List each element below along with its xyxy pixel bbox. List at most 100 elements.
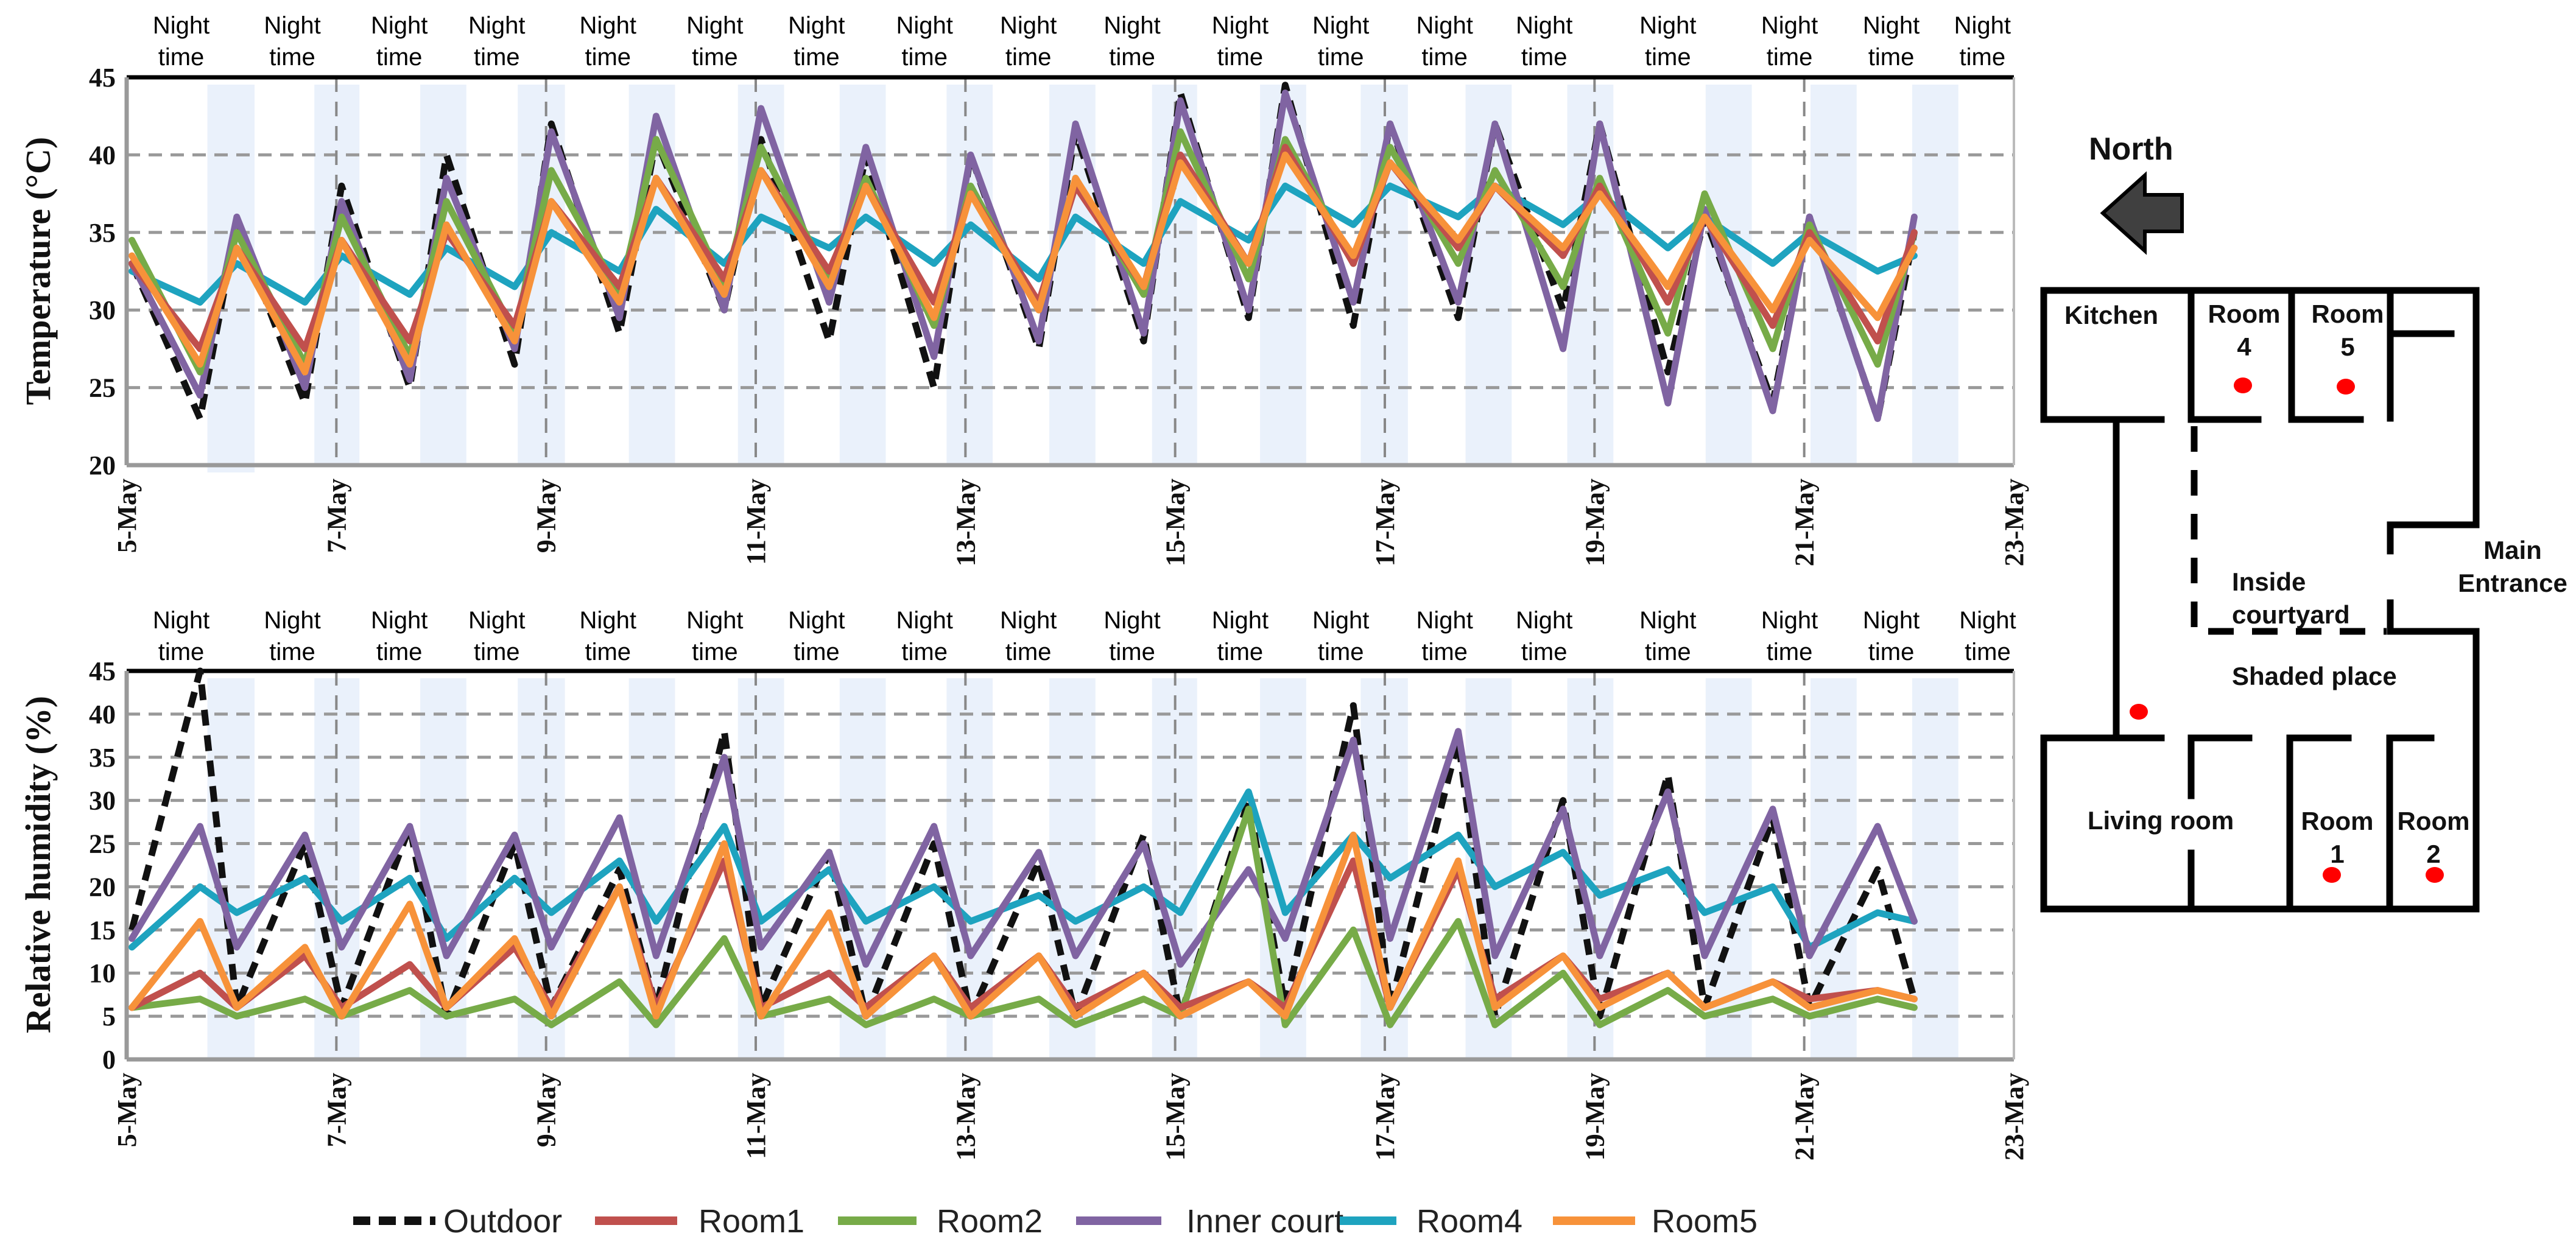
night-time-label: Night time: [788, 607, 845, 665]
x-tick-label: 21-May: [1790, 479, 1820, 566]
legend-label: Room4: [1416, 1203, 1522, 1240]
y-tick-label: 40: [89, 140, 116, 170]
series-line-room5: [128, 831, 1918, 1020]
legend-label: Room2: [937, 1203, 1043, 1240]
series-line-outdoor: [128, 82, 1918, 423]
x-tick-label: 13-May: [951, 479, 980, 566]
x-tick-label: 17-May: [1370, 1073, 1400, 1160]
humidity-chart: 0 5 10 15 20 25 30 35 40 45 5-May 7-May 9-May 11-May 1…: [18, 607, 2029, 1160]
legend-item-room5: Room5: [1553, 1203, 1758, 1240]
inside-courtyard-label-2: courtyard: [2232, 600, 2350, 629]
night-time-label: Night time: [1212, 12, 1269, 71]
night-time-label: Night time: [1312, 12, 1369, 71]
night-time-label: Night time: [1416, 607, 1473, 665]
night-time-label: Night time: [153, 12, 209, 71]
y-tick-label: 25: [89, 373, 116, 403]
y-tick-label: 30: [89, 786, 116, 816]
legend: Outdoor Room1 Room2 Inner court Room4 Room5: [353, 1203, 1758, 1240]
legend-item-inner-court: Inner court: [1076, 1203, 1343, 1240]
night-time-label: Night time: [1863, 12, 1920, 71]
room1-label: Room: [2301, 807, 2374, 835]
night-time-label: Night time: [264, 12, 320, 71]
night-time-label: Night time: [1863, 607, 1920, 665]
series-line-inner-court: [128, 728, 1918, 968]
x-tick-label: 19-May: [1580, 1073, 1610, 1160]
north-label: North: [2089, 132, 2173, 167]
sensor-room4: [2234, 377, 2252, 393]
y-tick-label: 5: [102, 1002, 116, 1031]
night-time-label: Night time: [1312, 607, 1369, 665]
y-axis-title: Relative humidity (%): [18, 696, 58, 1033]
night-time-label: Night time: [686, 607, 743, 665]
legend-item-room1: Room1: [595, 1203, 804, 1240]
night-time-label: Night time: [468, 607, 525, 665]
x-tick-label: 7-May: [322, 1073, 351, 1147]
night-time-label: Night time: [1761, 607, 1818, 665]
series-line-room5: [128, 151, 1918, 376]
x-tick-label: 21-May: [1790, 1073, 1820, 1160]
night-time-label: Night time: [788, 12, 845, 71]
night-time-label: Night time: [1103, 607, 1160, 665]
night-time-label: Night time: [1761, 12, 1818, 71]
legend-item-room2: Room2: [838, 1203, 1043, 1240]
temperature-chart: 20 25 30 35 40 45 5-May 7-May 9-May 11-May 13-May 1…: [18, 12, 2029, 566]
floor-plan: North Kitchen Room 4 Room 5 Main Entranc…: [2040, 132, 2567, 913]
night-band: [1912, 85, 1958, 465]
room4-number: 4: [2237, 332, 2251, 361]
room5-number: 5: [2340, 332, 2354, 361]
north-arrow-icon: [2100, 171, 2184, 255]
series-line-room2: [128, 806, 1918, 1028]
night-time-label: Night time: [896, 607, 952, 665]
x-tick-label: 9-May: [532, 479, 561, 553]
kitchen-label: Kitchen: [2064, 301, 2158, 329]
x-tick-label: 15-May: [1161, 479, 1191, 566]
night-time-label: Night time: [1212, 607, 1269, 665]
night-band: [839, 85, 886, 465]
x-tick-label: 11-May: [741, 1073, 771, 1159]
sensor-markers: [2130, 377, 2444, 883]
x-tick-label: 15-May: [1161, 1073, 1191, 1160]
legend-label: Outdoor: [443, 1203, 562, 1240]
y-tick-label: 10: [89, 958, 116, 988]
night-time-label: Night time: [1516, 607, 1572, 665]
x-tick-label: 9-May: [532, 1073, 561, 1147]
legend-label: Room5: [1652, 1203, 1758, 1240]
night-time-label: Night time: [1000, 607, 1057, 665]
x-tick-label: 13-May: [951, 1073, 980, 1160]
series-line-room2: [128, 128, 1918, 376]
night-time-label: Night time: [1516, 12, 1572, 71]
night-time-label: Night time: [153, 607, 209, 665]
night-time-label: Night time: [1103, 12, 1160, 71]
main-entrance-label-2: Entrance: [2458, 569, 2567, 597]
y-tick-label: 20: [89, 872, 116, 902]
sensor-room2: [2426, 867, 2444, 883]
night-time-label: Night time: [580, 12, 636, 71]
main-entrance-label: Main: [2483, 536, 2542, 564]
night-band: [207, 85, 255, 472]
room2-number: 2: [2426, 840, 2440, 868]
series-line-outdoor: [128, 667, 1918, 1020]
night-time-label: Night time: [371, 12, 428, 71]
x-tick-label: 7-May: [322, 479, 351, 553]
night-time-label: Night time: [580, 607, 636, 665]
x-tick-label: 5-May: [112, 1073, 142, 1147]
night-time-label: Night time: [686, 12, 743, 71]
room2-label: Room: [2398, 807, 2470, 835]
y-tick-label: 0: [102, 1045, 116, 1075]
sensor-room5: [2337, 379, 2355, 395]
x-tick-label: 11-May: [741, 479, 771, 565]
floor-plan-walls: [2040, 287, 2480, 913]
y-tick-label: 15: [89, 915, 116, 945]
shaded-place-label: Shaded place: [2232, 662, 2397, 690]
sensor-room1: [2323, 867, 2341, 883]
night-time-label: Night time: [1959, 607, 2016, 665]
y-tick-label: 40: [89, 700, 116, 729]
y-axis-title: Temperature (°C): [18, 137, 58, 405]
living-room-label: Living room: [2088, 806, 2234, 835]
night-time-label: Night time: [264, 607, 320, 665]
night-band: [1912, 678, 1958, 1059]
room4-label: Room: [2208, 300, 2281, 328]
y-tick-label: 20: [89, 451, 116, 480]
x-tick-label: 17-May: [1370, 479, 1400, 566]
